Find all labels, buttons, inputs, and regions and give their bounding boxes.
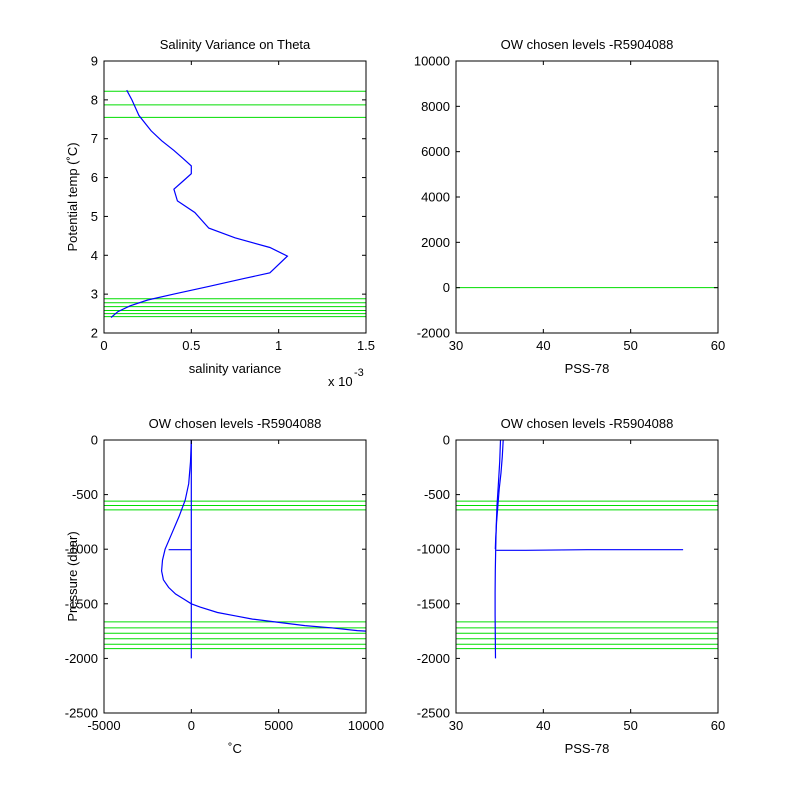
y-tick-label: -1000 [417,542,450,557]
plot-area [104,61,366,333]
profile-line [496,549,684,551]
y-tick-label: -500 [72,487,98,502]
axes-frame [103,60,367,334]
x-tick-label: 40 [536,718,550,733]
y-tick-label: 2 [91,326,98,341]
y-tick-label: 6 [91,170,98,185]
x-tick-label: 40 [536,338,550,353]
chart-title: Salinity Variance on Theta [160,37,311,52]
y-tick-label: 9 [91,54,98,69]
profile-line [494,440,504,550]
y-tick-label: -2500 [417,706,450,721]
y-tick-label: 4000 [421,190,450,205]
x-tick-label: 0.5 [182,338,200,353]
x-tick-label: 1.5 [357,338,375,353]
x-axis-label: PSS-78 [565,741,610,756]
y-tick-label: -2000 [417,326,450,341]
y-tick-label: 3 [91,287,98,302]
y-tick-label: -2500 [65,706,98,721]
x-axis-label: salinity variance [189,361,282,376]
x-tick-label: 0 [188,718,195,733]
x-tick-label: 30 [449,338,463,353]
y-tick-label: -1000 [65,542,98,557]
profile-line [110,89,289,318]
y-axis-label: Pressure (dbar) [65,531,80,621]
y-tick-label: -2000 [65,651,98,666]
y-tick-label: -1500 [417,596,450,611]
y-tick-label: 2000 [421,235,450,250]
profile-line [160,440,366,632]
y-axis-label: Potential temp (˚C) [65,142,80,251]
chart-title: OW chosen levels -R5904088 [501,416,674,431]
y-tick-label: 8 [91,92,98,107]
y-tick-label: 4 [91,248,98,263]
x-tick-label: 50 [623,338,637,353]
y-tick-label: 6000 [421,144,450,159]
x-exponent-label: x 10 [328,374,353,389]
x-axis-label: PSS-78 [565,361,610,376]
y-tick-label: -2000 [417,651,450,666]
x-tick-label: 60 [711,338,725,353]
x-axis-label: ˚C [228,741,242,756]
plot-content [104,89,366,318]
x-exponent-power: -3 [354,367,364,379]
x-tick-label: 5000 [264,718,293,733]
plot-area [104,440,366,713]
chart-panel-1: 0 0.5 1 1.5 2 3 4 5 6 7 8 9 Salinity Variance on The… [65,37,375,389]
chart-title: OW chosen levels -R5904088 [501,37,674,52]
chart-panel-4: 30 40 50 60 -2500 -2000 -1500 -1000 -500 0 OW chos… [417,416,725,756]
plot-content [456,440,718,659]
y-tick-label: 10000 [414,54,450,69]
x-tick-label: 50 [623,718,637,733]
y-tick-label: 0 [443,280,450,295]
chart-panel-2: 30 40 50 60 -2000 0 2000 4000 6000 8000 10000 OW ch… [414,37,725,376]
plot-content [104,440,366,659]
x-tick-label: 30 [449,718,463,733]
axes-frame [103,439,367,714]
y-tick-label: -1500 [65,596,98,611]
axes-frame [455,439,719,714]
x-tick-label: 10000 [348,718,384,733]
y-tick-label: 5 [91,209,98,224]
y-tick-label: 7 [91,131,98,146]
chart-panel-3: -5000 0 5000 10000-2500-2000-1500-1000-5000… [65,416,384,756]
y-tick-label: 0 [91,433,98,448]
x-tick-label: -5000 [87,718,120,733]
chart-title: OW chosen levels -R5904088 [149,416,322,431]
y-tick-label: 0 [443,433,450,448]
x-tick-label: 60 [711,718,725,733]
x-tick-label: 1 [275,338,282,353]
x-tick-label: 0 [100,338,107,353]
y-tick-label: -500 [424,487,450,502]
y-tick-label: 8000 [421,99,450,114]
plot-area [456,61,718,333]
